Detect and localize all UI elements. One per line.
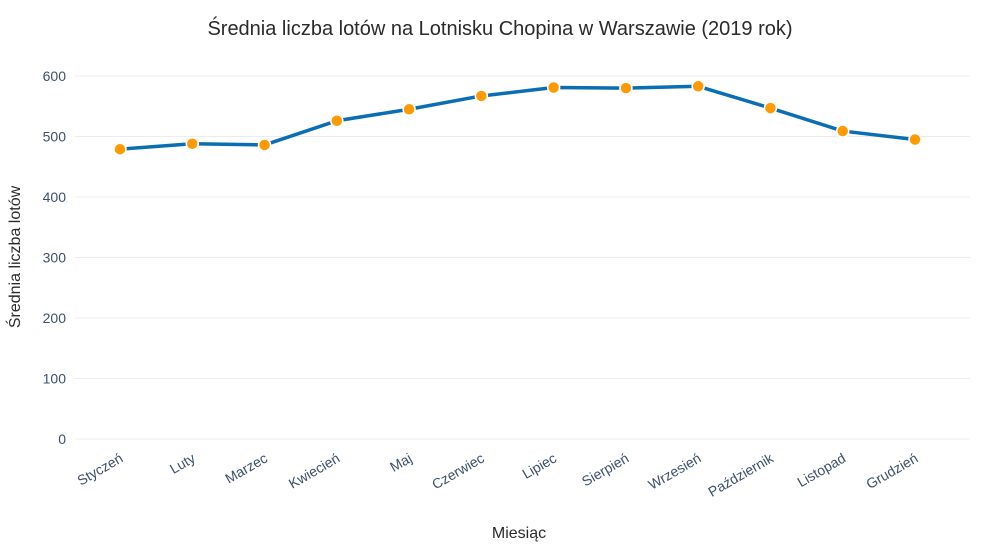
data-point bbox=[113, 142, 127, 156]
x-tick-label: Grudzień bbox=[863, 450, 920, 492]
x-tick-label: Wrzesień bbox=[645, 450, 703, 493]
x-tick-label: Październik bbox=[705, 449, 777, 500]
x-axis-ticks: Styczeń Luty Marzec Kwiecień Maj Czerwiec Lipi… bbox=[74, 449, 920, 500]
data-point bbox=[257, 138, 272, 152]
y-axis-title: Średnia liczba lotów bbox=[5, 185, 24, 328]
data-point bbox=[474, 89, 489, 103]
y-tick-label: 200 bbox=[43, 310, 67, 326]
x-tick-label: Lipiec bbox=[519, 450, 559, 482]
x-tick-label: Marzec bbox=[222, 450, 270, 487]
data-point bbox=[546, 80, 561, 95]
y-tick-label: 100 bbox=[43, 371, 67, 387]
x-tick-label: Styczeń bbox=[74, 450, 125, 489]
x-tick-label: Sierpień bbox=[579, 450, 631, 490]
y-tick-label: 600 bbox=[43, 68, 67, 84]
series-line bbox=[118, 84, 917, 151]
series-layer bbox=[113, 79, 922, 156]
grid-lines bbox=[75, 75, 970, 440]
chart-title: Średnia liczba lotów na Lotnisku Chopina… bbox=[207, 16, 792, 40]
data-point bbox=[835, 124, 850, 138]
data-point bbox=[185, 137, 200, 151]
x-tick-label: Listopad bbox=[794, 450, 848, 490]
x-tick-label: Luty bbox=[167, 450, 198, 477]
data-point bbox=[619, 81, 633, 95]
data-point bbox=[908, 132, 922, 147]
y-tick-label: 400 bbox=[43, 189, 67, 205]
x-axis-title: Miesiąc bbox=[492, 525, 546, 542]
x-tick-label: Maj bbox=[387, 450, 415, 475]
y-axis-ticks: 0 100 200 300 400 500 600 bbox=[43, 68, 67, 447]
data-point bbox=[691, 79, 705, 94]
y-tick-label: 500 bbox=[43, 129, 67, 145]
y-tick-label: 300 bbox=[43, 250, 67, 266]
x-tick-label: Czerwiec bbox=[429, 450, 487, 493]
data-point bbox=[330, 114, 344, 128]
x-tick-label: Kwiecień bbox=[286, 450, 343, 492]
y-tick-label: 0 bbox=[58, 431, 66, 447]
data-point bbox=[402, 102, 416, 117]
data-point bbox=[763, 101, 778, 115]
